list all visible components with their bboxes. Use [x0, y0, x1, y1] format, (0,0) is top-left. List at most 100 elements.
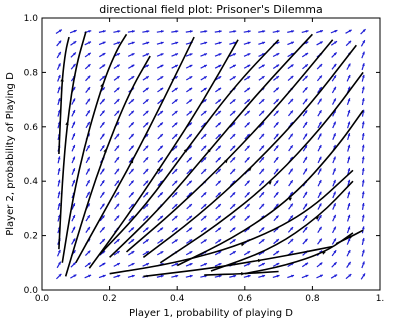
field-arrow [200, 145, 207, 152]
field-arrow [157, 133, 164, 140]
field-arrow [171, 262, 179, 267]
field-arrow [273, 203, 279, 210]
field-arrow [229, 133, 236, 140]
field-arrow [273, 168, 279, 175]
field-arrow [332, 226, 337, 234]
field-arrow [273, 191, 279, 198]
field-arrow [186, 133, 193, 140]
field-arrow [258, 238, 265, 245]
field-arrow [57, 191, 61, 199]
field-arrow [361, 121, 365, 129]
field-arrow [142, 98, 149, 105]
field-arrow [332, 168, 336, 175]
field-arrow [215, 191, 222, 198]
field-arrow [200, 30, 208, 33]
field-arrow [302, 238, 308, 245]
field-arrow [185, 30, 193, 33]
field-arrow [214, 262, 222, 267]
field-arrow [317, 214, 322, 222]
field-arrow [142, 52, 150, 57]
field-arrow [200, 133, 207, 140]
field-arrow [200, 262, 208, 267]
field-arrow [113, 64, 121, 69]
field-arrow [98, 30, 106, 33]
field-arrow [186, 215, 193, 221]
field-arrow [302, 133, 308, 140]
field-arrow [57, 167, 61, 176]
stream-line-9 [125, 39, 334, 253]
field-arrow [200, 110, 207, 116]
field-arrow [186, 110, 193, 116]
field-arrow [142, 145, 149, 152]
field-arrow [244, 110, 251, 117]
field-arrow [330, 29, 338, 34]
field-arrow [99, 191, 105, 199]
field-arrow [361, 237, 365, 245]
field-arrow [185, 64, 193, 69]
field-arrow [71, 109, 76, 117]
field-arrow [215, 203, 222, 210]
field-arrow [70, 52, 77, 58]
field-arrow [85, 168, 91, 175]
field-arrow [361, 191, 365, 199]
stream-line-12 [176, 110, 364, 267]
field-arrow [273, 87, 280, 93]
field-arrow [272, 64, 280, 69]
field-arrow [288, 179, 294, 187]
x-tick-label: 0.4 [170, 294, 185, 304]
field-arrow [157, 110, 164, 116]
field-arrow [143, 168, 149, 175]
field-arrow [171, 122, 178, 128]
field-arrow [200, 168, 207, 175]
stream-line-8 [109, 33, 313, 258]
y-tick-label: 0.4 [24, 177, 39, 187]
stream-arrowhead [156, 167, 161, 172]
field-arrow [142, 215, 149, 221]
field-arrow [229, 145, 236, 152]
field-arrow [85, 214, 91, 222]
x-tick-label: 0.6 [238, 294, 253, 304]
field-arrow [128, 180, 135, 187]
field-arrow [229, 215, 236, 221]
stream-arrowhead [288, 197, 293, 202]
field-arrow [85, 109, 91, 117]
field-arrow [229, 191, 236, 198]
stream-lines [58, 31, 364, 278]
field-arrow [215, 238, 222, 244]
field-arrow [287, 98, 294, 105]
y-axis-label: Player 2, probability of Playing D [5, 72, 16, 236]
field-arrow [84, 250, 91, 256]
field-arrow [186, 98, 193, 105]
field-arrow [56, 249, 61, 257]
field-arrow [215, 156, 222, 163]
field-arrow [346, 249, 351, 257]
field-arrow [71, 168, 76, 175]
field-arrow [113, 30, 121, 33]
field-arrow [258, 110, 265, 117]
field-arrow [273, 145, 279, 152]
stream-line-3 [61, 33, 128, 263]
field-arrow [99, 203, 105, 210]
field-arrow [57, 109, 61, 117]
y-tick-label: 1.0 [24, 14, 39, 24]
field-arrow [171, 156, 178, 163]
field-arrow [85, 226, 91, 233]
field-arrow [229, 41, 237, 45]
field-arrow [156, 274, 164, 278]
field-arrow [99, 64, 106, 70]
field-arrow [302, 86, 308, 93]
field-arrow [200, 75, 208, 81]
field-arrow [171, 274, 179, 278]
field-arrow [128, 168, 135, 175]
field-arrow [258, 133, 265, 140]
field-arrow [85, 191, 91, 199]
field-arrow [215, 133, 222, 140]
field-arrow [288, 133, 294, 140]
field-arrow [361, 167, 365, 176]
field-arrow [346, 121, 351, 129]
field-arrow [99, 75, 106, 81]
field-arrow [347, 167, 351, 176]
stream-line-13 [109, 169, 354, 275]
field-arrow [171, 191, 178, 198]
field-arrow [114, 203, 120, 210]
